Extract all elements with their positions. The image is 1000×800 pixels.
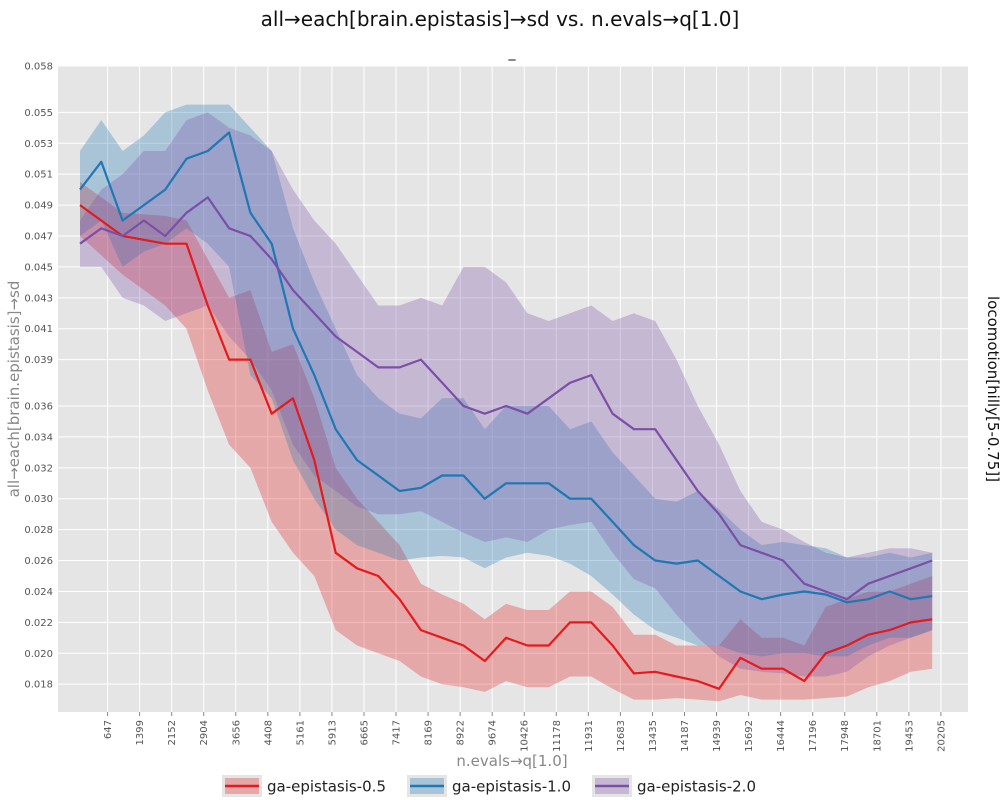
x-tick-label: 17196 <box>808 720 819 752</box>
y-tick-label: 0.022 <box>24 618 53 629</box>
plot-area <box>58 66 968 712</box>
y-tick-label: 0.020 <box>24 649 53 660</box>
legend: ga-epistasis-0.5 ga-epistasis-1.0 ga-epist… <box>222 775 756 797</box>
confidence-band-ga-epistasis-1.0 <box>80 104 933 657</box>
y-tick-label: 0.043 <box>24 293 53 304</box>
x-tick-label: 5913 <box>327 720 338 745</box>
legend-item-ga-epistasis-2.0: ga-epistasis-2.0 <box>592 775 756 797</box>
y-axis-ticks: 0.018 0.020 0.022 0.024 0.026 0.028 0.030 0.032… <box>24 62 53 691</box>
y-tick-label: 0.024 <box>24 587 53 598</box>
x-tick-label: 2904 <box>199 720 210 745</box>
x-tick-label: 11931 <box>584 720 595 752</box>
x-tick-label: 12683 <box>616 720 627 752</box>
x-tick-label: 3656 <box>231 720 242 745</box>
x-tick-label: 18701 <box>872 720 883 752</box>
y-tick-label: 0.039 <box>24 355 53 366</box>
y-tick-label: 0.055 <box>24 108 53 119</box>
x-tick-label: 20205 <box>936 720 947 752</box>
x-tick-label: 8169 <box>424 720 435 745</box>
x-tick-label: 19453 <box>904 720 915 752</box>
y-tick-label: 0.058 <box>24 62 53 73</box>
y-tick-label: 0.051 <box>24 170 53 181</box>
y-tick-label: 0.049 <box>24 201 53 212</box>
y-tick-label: 0.047 <box>24 232 53 243</box>
x-tick-label: 16444 <box>776 720 787 752</box>
facet-label: locomotion[hilly[5-0.75]] <box>984 296 1000 482</box>
legend-label: ga-epistasis-1.0 <box>452 778 571 796</box>
x-tick-label: 15692 <box>744 720 755 752</box>
x-axis-label: n.evals→q[1.0] <box>456 752 567 770</box>
confidence-band-ga-epistasis-2.0 <box>80 112 933 677</box>
series-lines <box>79 131 933 690</box>
x-tick-label: 4408 <box>263 720 274 745</box>
x-tick-label: 14939 <box>712 720 723 752</box>
x-tick-label: 8922 <box>456 720 467 745</box>
chart-title: all→each[brain.epistasis]→sd vs. n.evals… <box>261 7 740 31</box>
x-tick-label: 6665 <box>359 720 370 745</box>
series-line-ga-epistasis-2.0 <box>79 196 933 601</box>
x-tick-label: 11178 <box>552 720 563 752</box>
grid-lines <box>58 65 968 712</box>
legend-label: ga-epistasis-2.0 <box>637 778 756 796</box>
legend-item-ga-epistasis-1.0: ga-epistasis-1.0 <box>407 775 571 797</box>
x-tick-label: 5161 <box>295 720 306 745</box>
confidence-band-ga-epistasis-0.5 <box>80 181 933 702</box>
series-line-ga-epistasis-0.5 <box>79 204 933 690</box>
x-tick-label: 14187 <box>680 720 691 752</box>
series-line-ga-epistasis-1.0 <box>79 131 933 604</box>
x-axis-ticks: 647 1399 2152 2904 3656 4408 5161 5913 6665 7417 8… <box>103 712 947 752</box>
y-tick-label: 0.034 <box>24 432 53 443</box>
confidence-bands <box>80 104 933 702</box>
y-tick-label: 0.030 <box>24 494 53 505</box>
x-tick-label: 1399 <box>135 720 146 745</box>
y-tick-label: 0.036 <box>24 402 53 413</box>
x-tick-label: 9674 <box>488 720 499 745</box>
x-tick-label: 10426 <box>520 720 531 752</box>
chart-subtitle: _ <box>508 45 517 61</box>
legend-label: ga-epistasis-0.5 <box>267 778 386 796</box>
x-tick-label: 17948 <box>840 720 851 752</box>
y-tick-label: 0.028 <box>24 525 53 536</box>
y-tick-label: 0.026 <box>24 556 53 567</box>
y-axis-label: all→each[brain.epistasis]→sd <box>5 281 23 498</box>
x-tick-label: 13435 <box>648 720 659 752</box>
legend-item-ga-epistasis-0.5: ga-epistasis-0.5 <box>222 775 386 797</box>
x-tick-label: 2152 <box>167 720 178 745</box>
x-tick-label: 647 <box>103 720 114 739</box>
y-tick-label: 0.041 <box>24 324 53 335</box>
y-tick-label: 0.018 <box>24 680 53 691</box>
x-tick-label: 7417 <box>392 720 403 745</box>
y-tick-label: 0.045 <box>24 262 53 273</box>
y-tick-label: 0.053 <box>24 139 53 150</box>
y-tick-label: 0.032 <box>24 463 53 474</box>
